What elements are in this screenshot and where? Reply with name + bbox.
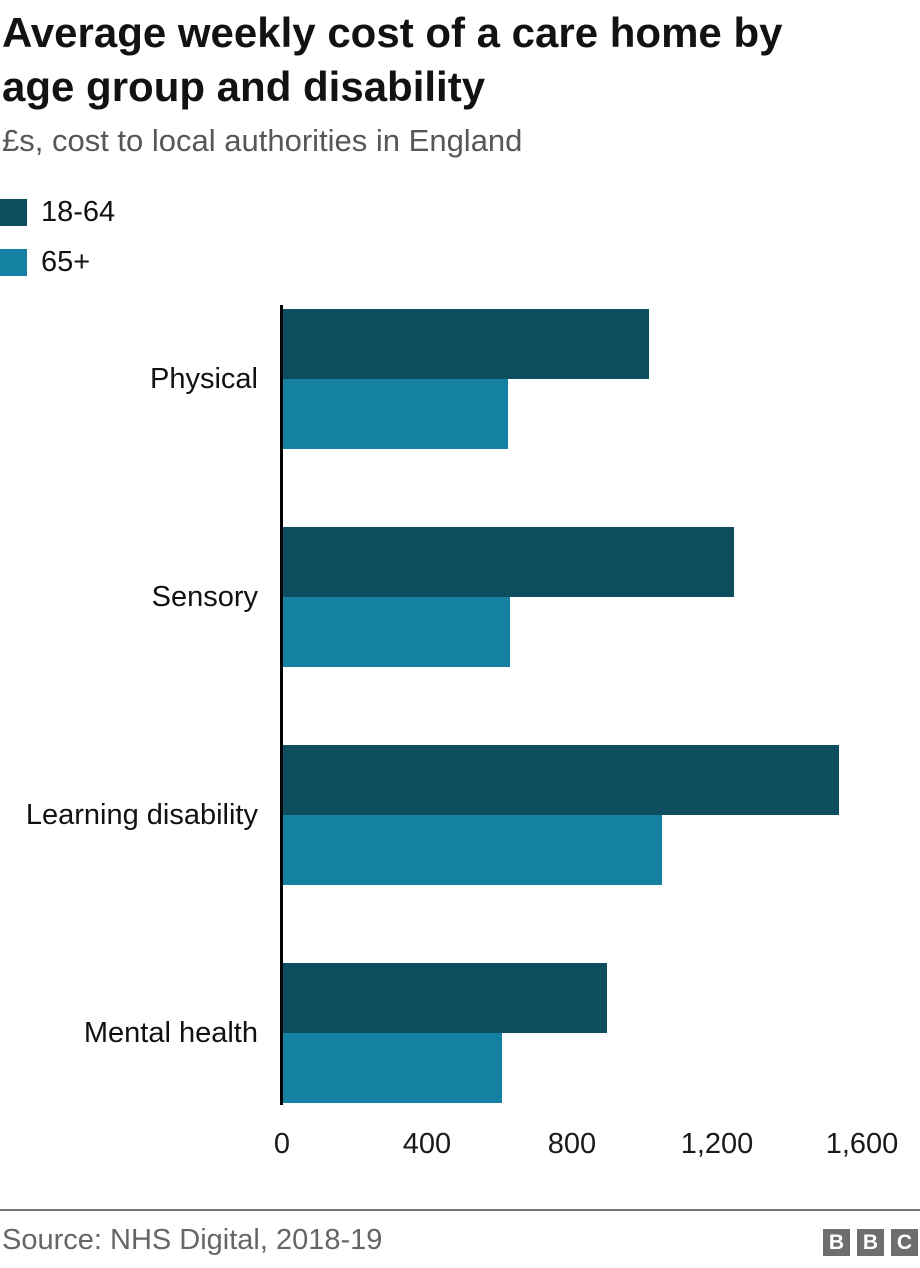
category-label-physical: Physical (150, 363, 258, 395)
source-text: Source: NHS Digital, 2018-19 (2, 1224, 383, 1256)
legend-label-18-64: 18-64 (41, 196, 116, 228)
category-label-learning-disability: Learning disability (25, 799, 258, 831)
x-tick-0: 0 (273, 1128, 291, 1160)
legend-item-65plus: 65+ (0, 246, 920, 279)
legend-label-65plus: 65+ (41, 246, 91, 278)
bbc-logo-block-c: C (891, 1229, 918, 1256)
bar-physical-18-64 (283, 309, 649, 379)
chart-area: Physical Sensory Learning disability Mental… (0, 305, 920, 1105)
bar-learning-disability-65plus (283, 815, 662, 885)
legend-swatch-18-64 (0, 199, 27, 226)
category-label-sensory: Sensory (151, 581, 258, 613)
bar-sensory-18-64 (283, 527, 734, 597)
bar-mental-health-18-64 (283, 963, 607, 1033)
chart-title-line1: Average weekly cost of a care home by (2, 9, 783, 56)
y-axis-line (280, 305, 283, 1105)
chart-subtitle: £s, cost to local authorities in England (2, 123, 523, 158)
bbc-logo: B B C (823, 1229, 918, 1256)
legend-swatch-65plus (0, 249, 27, 276)
x-tick-800: 800 (547, 1128, 597, 1160)
chart-title-line2: age group and disability (2, 63, 486, 110)
bar-mental-health-65plus (283, 1033, 502, 1103)
x-tick-1200: 1,200 (680, 1128, 754, 1160)
bbc-logo-block-b2: B (857, 1229, 884, 1256)
footer-divider (0, 1209, 920, 1211)
bar-sensory-65plus (283, 597, 510, 667)
bar-physical-65plus (283, 379, 508, 449)
bar-learning-disability-18-64 (283, 745, 839, 815)
x-tick-1600: 1,600 (825, 1128, 899, 1160)
legend-item-18-64: 18-64 (0, 196, 920, 229)
x-axis-tick-labels: 0 400 800 1,200 1,600 (0, 1128, 920, 1168)
x-tick-400: 400 (402, 1128, 452, 1160)
bbc-logo-block-b1: B (823, 1229, 850, 1256)
chart-title: Average weekly cost of a care home by ag… (2, 6, 920, 114)
legend: 18-64 65+ (0, 196, 920, 279)
category-label-mental-health: Mental health (83, 1017, 258, 1049)
